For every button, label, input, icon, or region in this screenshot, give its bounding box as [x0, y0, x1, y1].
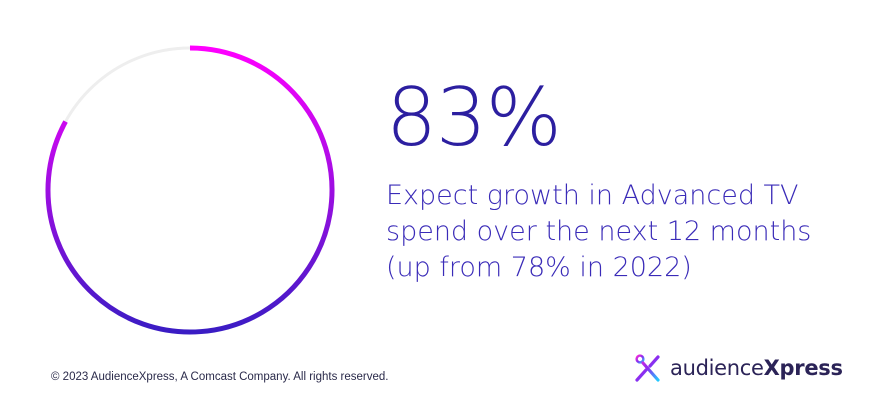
logo-wordmark-bold: Xpress — [763, 356, 843, 380]
stat-description-line-3: (up from 78% in 2022) — [386, 251, 692, 283]
audiencexpress-x-mark-icon — [635, 354, 660, 382]
stat-description-line-2: spend over the next 12 months — [386, 215, 812, 247]
stat-description: Expect growth in Advanced TV spend over … — [386, 178, 856, 286]
donut-chart — [45, 45, 335, 335]
stat-description-line-1: Expect growth in Advanced TV — [386, 180, 799, 211]
stat-percentage: 83% — [386, 71, 562, 164]
audiencexpress-logo: audienceXpress — [633, 352, 843, 384]
copyright-notice: © 2023 AudienceXpress, A Comcast Company… — [51, 371, 389, 383]
logo-wordmark: audienceXpress — [670, 356, 843, 380]
ring-progress-arc — [45, 45, 335, 335]
logo-wordmark-light: audience — [670, 356, 764, 380]
